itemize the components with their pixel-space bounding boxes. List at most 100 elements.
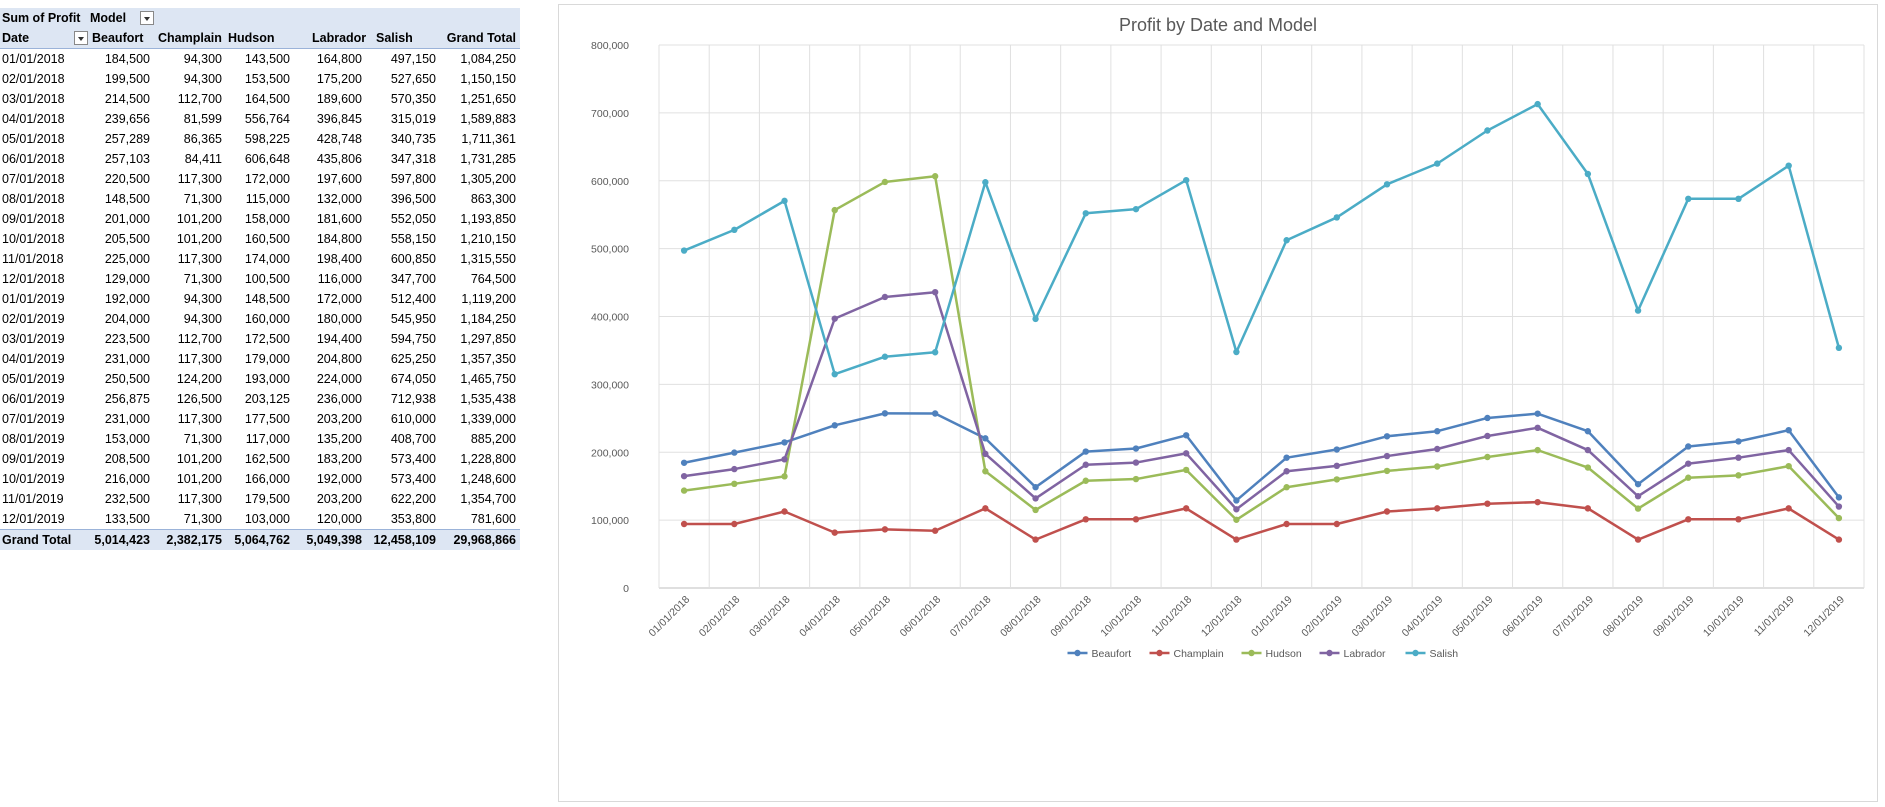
data-point-beaufort: [1082, 448, 1089, 455]
x-tick-label: 07/01/2019: [1550, 594, 1596, 640]
pivot-cell: 236,000: [316, 392, 362, 406]
pivot-cell: 71,300: [183, 272, 222, 286]
total-cell: 12,458,109: [373, 533, 436, 547]
data-point-hudson: [1132, 475, 1140, 483]
pivot-cell: 315,019: [390, 112, 436, 126]
data-point-salish: [1182, 176, 1190, 184]
row-date-label: 09/01/2018: [2, 212, 65, 226]
pivot-cell: 180,000: [316, 312, 362, 326]
pivot-row: 05/01/2018 257,289 86,365 598,225 428,748 340…: [0, 129, 520, 149]
data-point-beaufort: [1584, 428, 1592, 435]
pivot-row-field: Date: [0, 28, 90, 48]
line-chart[interactable]: Profit by Date and Model 0 100,000 200,000…: [558, 4, 1878, 802]
pivot-cell: 674,050: [390, 372, 436, 386]
pivot-column-field: Model: [90, 8, 210, 28]
pivot-body: 01/01/2018 184,500 94,300 143,500 164,800 497…: [0, 49, 520, 529]
pivot-cell: 203,125: [244, 392, 290, 406]
data-point-salish: [1333, 214, 1341, 221]
x-tick-label: 06/01/2019: [1500, 594, 1546, 640]
pivot-cell: 347,700: [390, 272, 436, 286]
x-tick-label: 04/01/2019: [1400, 594, 1446, 640]
x-tick-label: 12/01/2018: [1199, 594, 1245, 640]
pivot-cell: 396,845: [316, 112, 362, 126]
data-point-labrador: [1785, 446, 1792, 454]
data-point-hudson: [1082, 477, 1089, 484]
model-filter-dropdown-icon[interactable]: [140, 11, 154, 25]
pivot-cell: 100,500: [244, 272, 290, 286]
data-point-hudson: [1785, 462, 1792, 470]
data-point-beaufort: [1333, 446, 1341, 453]
pivot-cell: 239,656: [104, 112, 150, 126]
pivot-cell: 1,119,200: [461, 292, 516, 306]
data-point-hudson: [831, 206, 838, 214]
data-point-hudson: [982, 468, 989, 475]
data-point-salish: [1283, 237, 1290, 244]
pivot-cell: 610,000: [390, 412, 436, 426]
data-point-salish: [1584, 170, 1592, 178]
pivot-cell: 117,300: [177, 492, 222, 506]
chart-plot: 0 100,000 200,000 300,000 400,000 500,000 600,…: [591, 40, 1865, 660]
legend-label-labrador: Labrador: [1344, 648, 1387, 660]
data-point-beaufort: [1634, 480, 1642, 488]
data-point-labrador: [731, 465, 738, 473]
pivot-cell: 257,103: [104, 152, 150, 166]
data-point-champlain: [680, 520, 688, 528]
data-point-champlain: [1233, 536, 1240, 543]
series-line-salish: [683, 102, 1841, 376]
pivot-cell: 435,806: [316, 152, 362, 166]
pivot-cell: 598,225: [244, 132, 290, 146]
data-point-labrador: [1835, 503, 1843, 510]
data-point-hudson: [1032, 506, 1039, 514]
pivot-cell: 117,300: [177, 252, 222, 266]
legend-marker-hudson: [1248, 649, 1255, 657]
pivot-cell: 81,599: [183, 112, 222, 126]
pivot-cell: 94,300: [183, 72, 222, 86]
row-date-label: 04/01/2018: [2, 112, 65, 126]
x-tick-label: 01/01/2019: [1249, 594, 1295, 640]
data-point-salish: [1132, 205, 1140, 213]
pivot-row: 10/01/2019 216,000 101,200 166,000 192,000 57…: [0, 469, 520, 489]
pivot-cell: 1,711,361: [461, 132, 516, 146]
pivot-cell: 143,500: [244, 52, 290, 66]
legend-marker-beaufort: [1074, 649, 1081, 657]
data-point-labrador: [1032, 495, 1039, 502]
row-date-label: 06/01/2018: [2, 152, 65, 166]
data-point-labrador: [1534, 424, 1541, 432]
pivot-cell: 71,300: [183, 192, 222, 206]
x-tick-label: 05/01/2019: [1450, 594, 1496, 640]
pivot-cell: 1,228,800: [460, 452, 516, 466]
pivot-cell: 1,248,600: [460, 472, 516, 486]
data-point-salish: [1534, 100, 1541, 108]
data-point-salish: [881, 353, 889, 360]
data-point-labrador: [1182, 450, 1190, 457]
pivot-cell: 1,465,750: [460, 372, 516, 386]
pivot-cell: 174,000: [244, 252, 290, 266]
pivot-cell: 625,250: [390, 352, 436, 366]
legend-label-hudson: Hudson: [1266, 648, 1302, 660]
data-point-beaufort: [931, 410, 939, 417]
pivot-cell: 205,500: [104, 232, 150, 246]
data-point-salish: [1735, 195, 1742, 203]
pivot-row: 12/01/2019 133,500 71,300 103,000 120,000 353…: [0, 509, 520, 529]
data-point-champlain: [931, 527, 939, 534]
pivot-cell: 94,300: [183, 312, 222, 326]
pivot-column-headers: Date Beaufort Champlain Hudson Labrador …: [0, 28, 520, 49]
pivot-cell: 1,535,438: [460, 392, 516, 406]
pivot-cell: 86,365: [183, 132, 222, 146]
date-filter-dropdown-icon[interactable]: [74, 31, 88, 45]
pivot-cell: 225,000: [104, 252, 150, 266]
data-point-beaufort: [781, 439, 788, 446]
pivot-cell: 340,735: [390, 132, 436, 146]
data-point-hudson: [1735, 472, 1742, 479]
pivot-cell: 594,750: [390, 332, 436, 346]
pivot-cell: 208,500: [104, 452, 150, 466]
series-line-labrador: [683, 290, 1840, 511]
pivot-cell: 192,000: [104, 292, 150, 306]
data-point-champlain: [1333, 520, 1341, 528]
data-point-beaufort: [1383, 433, 1391, 440]
data-point-champlain: [1634, 536, 1642, 543]
data-point-salish: [680, 247, 688, 254]
pivot-cell: 257,289: [104, 132, 150, 146]
series-line-champlain: [684, 500, 1840, 541]
data-point-beaufort: [1182, 432, 1190, 439]
